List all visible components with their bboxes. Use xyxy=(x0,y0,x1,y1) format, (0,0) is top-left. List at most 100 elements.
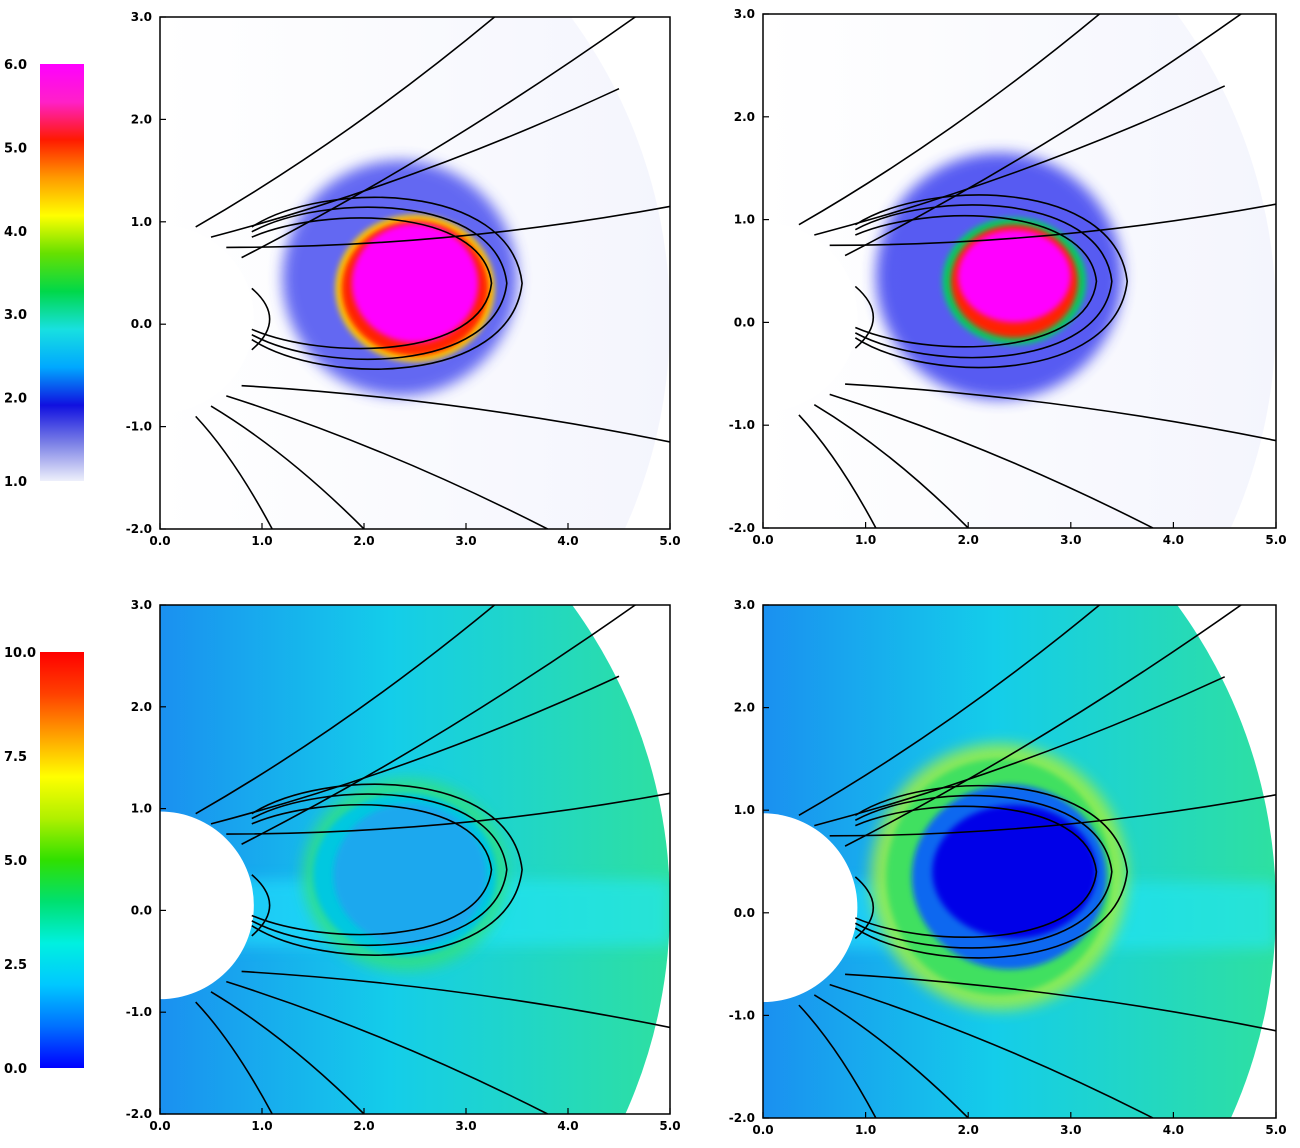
y-tick-label: 0.0 xyxy=(131,903,152,917)
field-line xyxy=(195,415,273,529)
x-tick-label: 4.0 xyxy=(1163,1123,1184,1137)
colorbar-top-tick-label: 6.0 xyxy=(4,58,27,73)
field-line xyxy=(854,204,1113,359)
field-line xyxy=(845,383,1276,442)
field-line xyxy=(829,983,1154,1118)
y-tick-label: 0.0 xyxy=(734,906,755,920)
heatmap-field xyxy=(763,605,1276,1118)
x-tick-label: 1.0 xyxy=(855,533,876,547)
y-tick-label: 2.0 xyxy=(131,700,152,714)
panel-top-right: 0.0 1.0 2.0 3.0 4.0 5.0 3.0 2.0 1.0 0.0 -1.0 -2.0 xyxy=(729,7,1287,547)
x-tick-label: 2.0 xyxy=(958,533,979,547)
x-tick-label: 4.0 xyxy=(557,534,578,548)
field-line xyxy=(210,991,365,1114)
colorbar-top-tick-label: 3.0 xyxy=(4,308,27,323)
y-tick-label: 2.0 xyxy=(734,701,755,715)
heatmap-field xyxy=(160,17,670,529)
x-tick-label: 1.0 xyxy=(251,534,272,548)
field-line xyxy=(226,792,670,835)
colorbar-bottom-tick-label: 2.5 xyxy=(4,958,27,973)
x-tick-label: 0.0 xyxy=(752,1123,773,1137)
field-lines xyxy=(195,17,670,529)
y-tick-label: 1.0 xyxy=(131,215,152,229)
field-line xyxy=(845,973,1276,1032)
field-line xyxy=(210,87,620,238)
y-tick-label: 3.0 xyxy=(734,7,755,21)
x-tick-label: 1.0 xyxy=(855,1123,876,1137)
field-line xyxy=(829,203,1276,247)
colorbar-bottom-tick-label: 5.0 xyxy=(4,854,27,869)
field-line xyxy=(798,14,1101,226)
y-tick-label: -1.0 xyxy=(729,418,755,432)
y-tick-label: -2.0 xyxy=(729,521,755,535)
y-tick-label: 3.0 xyxy=(131,598,152,612)
axes-frame xyxy=(762,13,1277,529)
x-tick-label: 3.0 xyxy=(1060,1123,1081,1137)
field-line xyxy=(195,17,496,228)
colorbars: 6.0 5.0 4.0 3.0 2.0 1.0 10.0 7.5 5.0 2.5 0.0 xyxy=(4,58,84,1077)
colorbar-top-tick-label: 4.0 xyxy=(4,225,27,240)
y-tick-label: -1.0 xyxy=(126,420,152,434)
axes-frame xyxy=(159,16,671,530)
x-tick-label: 2.0 xyxy=(958,1123,979,1137)
field-line xyxy=(854,794,1113,949)
colorbar-top-tick-label: 5.0 xyxy=(4,141,27,156)
feature-core xyxy=(957,229,1071,323)
panels: 0.0 1.0 2.0 3.0 4.0 5.03.02.01.00.0-1.0-2.00.… xyxy=(126,7,1287,1137)
colorbar-bottom-tick-label: 7.5 xyxy=(4,750,27,765)
field-line xyxy=(854,194,1129,369)
colorbar-top-tick-label: 2.0 xyxy=(4,392,27,407)
field-line xyxy=(251,803,493,936)
field-line xyxy=(226,980,548,1114)
field-line xyxy=(251,287,271,351)
x-tick-label: 5.0 xyxy=(1265,533,1286,547)
colorbar-top-tick-label: 1.0 xyxy=(4,475,27,490)
x-tick-label: 1.0 xyxy=(251,1119,272,1133)
y-tick-label: -2.0 xyxy=(729,1111,755,1125)
field-line xyxy=(814,676,1226,827)
field-line xyxy=(226,205,670,249)
field-line xyxy=(798,1004,877,1118)
field-line xyxy=(251,206,508,360)
y-tick-label: 1.0 xyxy=(131,802,152,816)
field-lines xyxy=(798,605,1276,1118)
feature-core xyxy=(333,803,487,947)
x-tick-label: 4.0 xyxy=(1163,533,1184,547)
field-line xyxy=(854,285,875,349)
field-line xyxy=(226,395,548,529)
heatmap-field xyxy=(763,14,1276,528)
y-tick-label: 0.0 xyxy=(734,315,755,329)
x-tick-label: 2.0 xyxy=(353,1119,374,1133)
colorbar-bottom-tick-label: 10.0 xyxy=(4,646,36,661)
x-tick-label: 3.0 xyxy=(455,1119,476,1133)
field-line xyxy=(251,874,271,937)
y-tick-label: 2.0 xyxy=(734,110,755,124)
panel-bottom-right: 0.0 1.0 2.0 3.0 4.0 5.0 3.0 2.0 1.0 0.0 -1.0 -2.0 xyxy=(729,598,1287,1137)
field-line xyxy=(798,414,877,528)
colorbar-top-gradient xyxy=(40,64,84,481)
field-line xyxy=(855,214,1098,348)
field-line xyxy=(844,605,1243,847)
field-line xyxy=(195,605,496,815)
y-tick-label: -1.0 xyxy=(126,1005,152,1019)
y-tick-label: -1.0 xyxy=(729,1008,755,1022)
field-line xyxy=(195,1001,273,1114)
field-line xyxy=(251,196,523,370)
axes-frame xyxy=(762,604,1277,1119)
field-line xyxy=(241,17,637,259)
field-line xyxy=(829,794,1276,837)
field-line xyxy=(251,783,523,956)
x-tick-label: 2.0 xyxy=(353,534,374,548)
field-lines xyxy=(798,14,1276,528)
field-line xyxy=(814,85,1226,236)
y-tick-label: 3.0 xyxy=(131,10,152,24)
field-line xyxy=(813,994,969,1118)
x-tick-label: 4.0 xyxy=(557,1119,578,1133)
feature-core xyxy=(932,805,1097,939)
x-tick-label: 0.0 xyxy=(149,534,170,548)
feature-core xyxy=(351,223,479,343)
colorbar-bottom-gradient xyxy=(40,652,84,1068)
x-tick-label: 3.0 xyxy=(455,534,476,548)
field-line xyxy=(241,384,670,443)
field-line xyxy=(844,14,1243,257)
